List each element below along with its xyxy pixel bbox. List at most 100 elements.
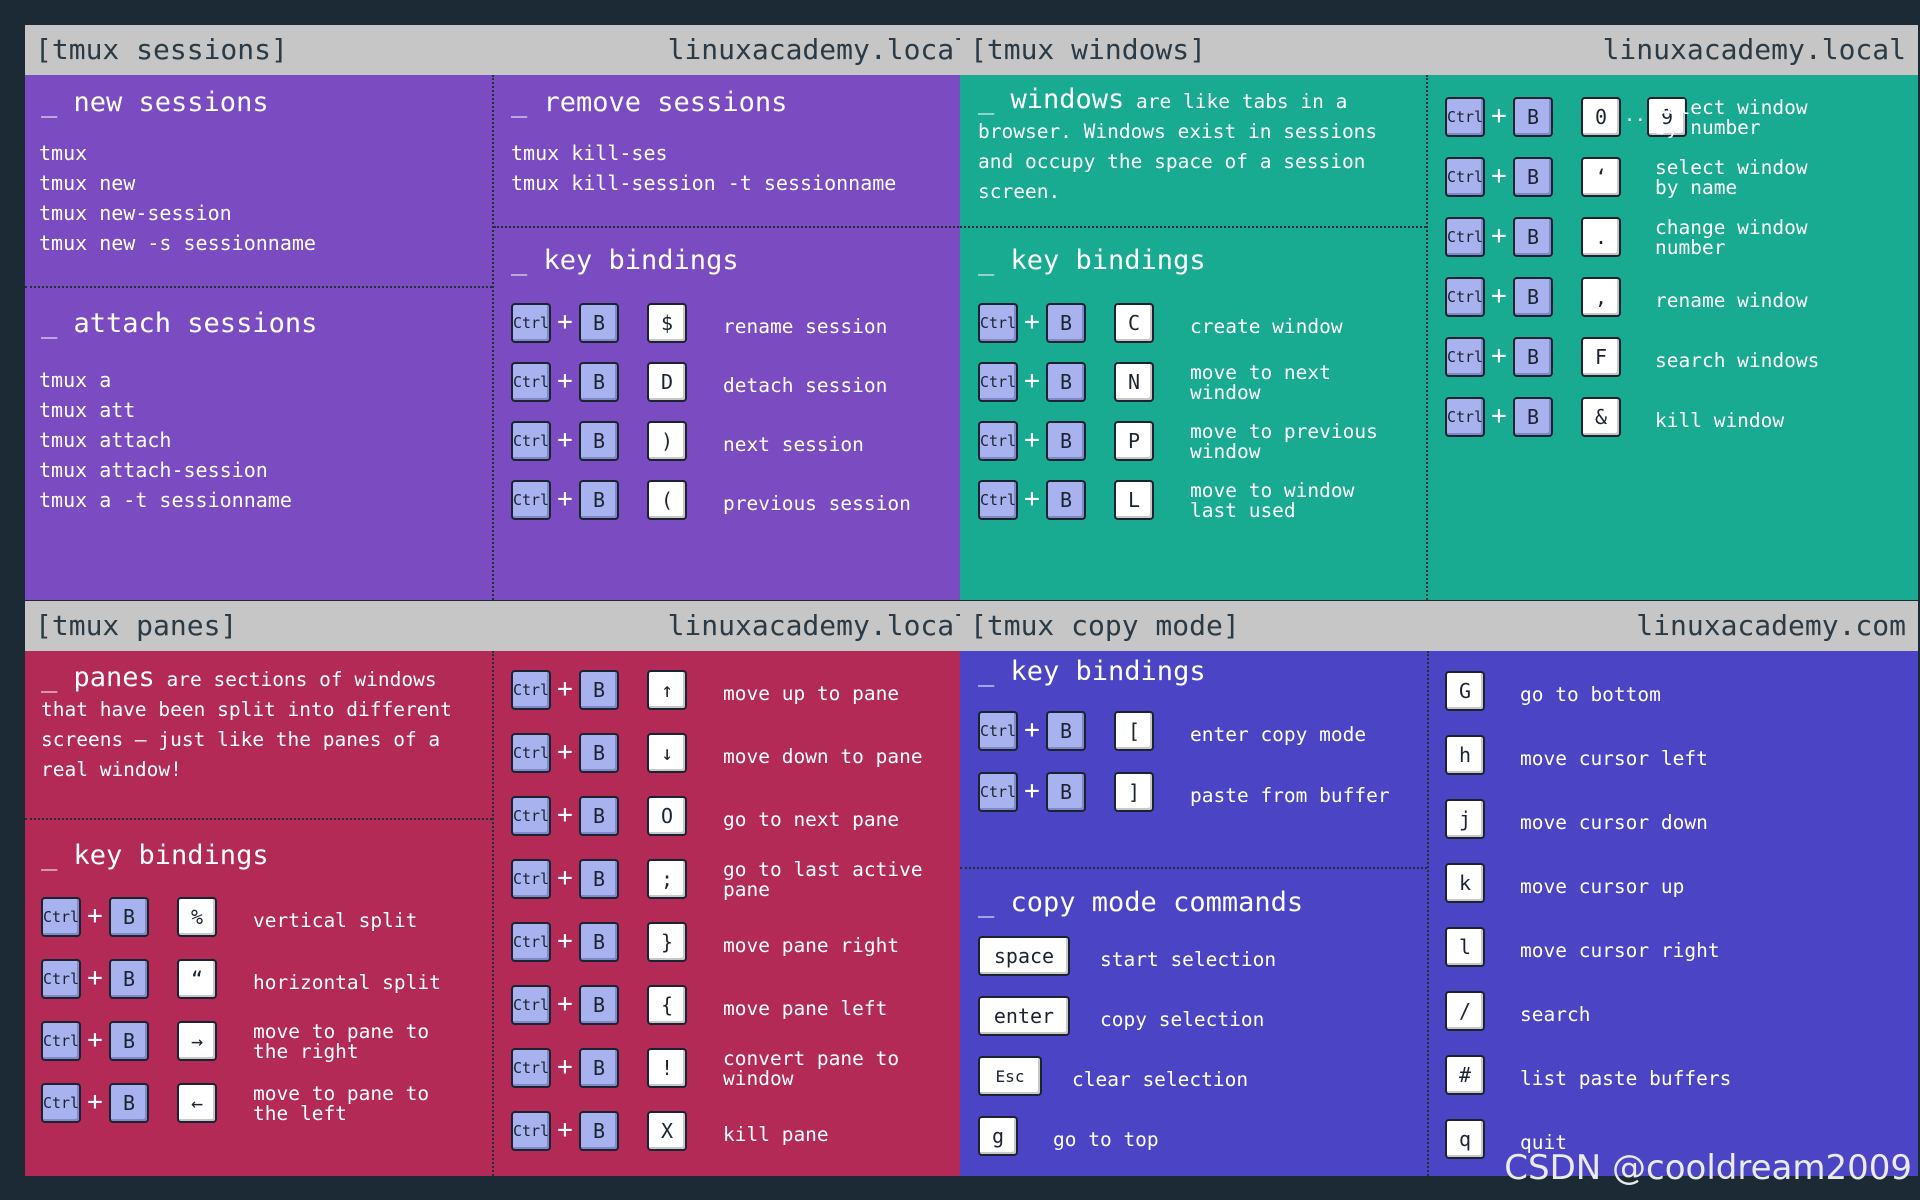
key-binding-row: Ctrl + B $ rename session	[511, 303, 971, 347]
key-binding-row: Ctrl + B (previous session	[511, 480, 971, 524]
plus-sign: +	[557, 800, 573, 830]
action-key: “	[177, 959, 217, 999]
action-key: l	[1445, 927, 1485, 967]
action-key: F	[1581, 337, 1621, 377]
key-binding-row: / search	[1445, 991, 1905, 1035]
sessions-panel: [tmux sessions] linuxacademy.local _ new…	[25, 25, 983, 600]
plus-sign: +	[557, 926, 573, 956]
key-binding-label: move pane left	[723, 997, 888, 1020]
action-key: ←	[177, 1083, 217, 1123]
key-binding-label: vertical split	[253, 909, 418, 932]
plus-sign: +	[1024, 307, 1040, 337]
action-key: G	[1445, 671, 1485, 711]
remove-sessions-heading: _ remove sessions	[511, 87, 788, 118]
column-divider	[1426, 75, 1428, 600]
key-binding-label: kill pane	[723, 1123, 829, 1146]
panel-header: [tmux panes] linuxacademy.local	[25, 601, 983, 651]
panel-header: [tmux sessions] linuxacademy.local	[25, 25, 983, 75]
action-key: enter	[978, 996, 1070, 1036]
key-binding-row: Ctrl + B ← move to pane to the left	[41, 1083, 501, 1127]
column-divider	[492, 651, 494, 1176]
action-key: )	[647, 421, 687, 461]
column-divider	[1427, 651, 1429, 1176]
key-binding-label: move cursor up	[1520, 875, 1685, 898]
plus-sign: +	[1491, 341, 1507, 371]
ctrl-key: Ctrl	[1445, 97, 1485, 137]
plus-sign: +	[87, 1087, 103, 1117]
plus-sign: +	[1491, 221, 1507, 251]
action-key: 0	[1581, 97, 1621, 137]
key-binding-label: list paste buffers	[1520, 1067, 1732, 1090]
new-sessions-commands: tmux tmux new tmux new-session tmux new …	[39, 141, 316, 255]
key-binding-label: next session	[723, 433, 864, 456]
panel-header: [tmux copy mode] linuxacademy.com	[960, 601, 1918, 651]
ctrl-key: Ctrl	[41, 1021, 81, 1061]
b-key: B	[579, 670, 619, 710]
b-key: B	[579, 1048, 619, 1088]
ctrl-key: Ctrl	[511, 733, 551, 773]
key-binding-label: enter copy mode	[1190, 723, 1367, 746]
ctrl-key: Ctrl	[978, 711, 1018, 751]
attach-sessions-commands: tmux a tmux att tmux attach tmux attach-…	[39, 368, 292, 512]
key-binding-label: quit	[1520, 1131, 1567, 1154]
b-key: B	[579, 796, 619, 836]
action-key: !	[647, 1048, 687, 1088]
panel-header: [tmux windows] linuxacademy.local	[960, 25, 1918, 75]
panes-intro-text: are sections of windows that have been s…	[41, 668, 452, 781]
section-divider	[494, 226, 983, 228]
key-binding-row: Ctrl + B! convert pane to window	[511, 1048, 971, 1092]
key-binding-label: search	[1520, 1003, 1591, 1026]
key-binding-label: rename window	[1655, 289, 1808, 312]
key-binding-row: Ctrl + B → move to pane to the right	[41, 1021, 501, 1065]
panel-host: linuxacademy.local	[667, 609, 971, 642]
action-key: q	[1445, 1119, 1485, 1159]
b-key: B	[1046, 711, 1086, 751]
key-binding-row: Ctrl + B] paste from buffer	[978, 772, 1438, 816]
b-key: B	[1046, 772, 1086, 812]
panel-host: linuxacademy.local	[1602, 33, 1906, 66]
key-binding-row: Ctrl + B) next session	[511, 421, 971, 465]
key-binding-label: move pane right	[723, 934, 900, 957]
b-key: B	[109, 959, 149, 999]
action-key: P	[1114, 421, 1154, 461]
key-binding-row: Ctrl + B ‘ select window by name	[1445, 157, 1905, 201]
action-key: }	[647, 922, 687, 962]
ctrl-key: Ctrl	[1445, 217, 1485, 257]
key-binding-label: move down to pane	[723, 745, 923, 768]
plus-sign: +	[1024, 366, 1040, 396]
panes-intro: _ panes are sections of windows that hav…	[41, 663, 481, 785]
ctrl-key: Ctrl	[511, 480, 551, 520]
key-binding-label: paste from buffer	[1190, 784, 1390, 807]
b-key: B	[579, 733, 619, 773]
ctrl-key: Ctrl	[978, 480, 1018, 520]
windows-intro: _ windows are like tabs in a browser. Wi…	[978, 85, 1408, 207]
plus-sign: +	[557, 366, 573, 396]
ctrl-key: Ctrl	[511, 796, 551, 836]
ctrl-key: Ctrl	[978, 421, 1018, 461]
action-key: j	[1445, 799, 1485, 839]
key-binding-row: h move cursor left	[1445, 735, 1905, 779]
panel-body: _ panes are sections of windows that hav…	[25, 651, 983, 1176]
key-binding-label: select window by name	[1655, 156, 1808, 199]
key-binding-label: move cursor down	[1520, 811, 1708, 834]
key-binding-label: select window by number	[1655, 96, 1808, 139]
key-binding-row: Ctrl + B; go to last active pane	[511, 859, 971, 903]
b-key: B	[1513, 277, 1553, 317]
plus-sign: +	[87, 963, 103, 993]
action-key: h	[1445, 735, 1485, 775]
key-binding-label: go to last active pane	[723, 858, 923, 901]
b-key: B	[579, 421, 619, 461]
key-binding-label: go to next pane	[723, 808, 900, 831]
key-binding-row: Ctrl + B “ horizontal split	[41, 959, 501, 1003]
key-binding-label: convert pane to window	[723, 1047, 900, 1090]
action-key: ]	[1114, 772, 1154, 812]
panel-title: [tmux sessions]	[35, 33, 288, 66]
action-key: [	[1114, 711, 1154, 751]
panel-host: linuxacademy.local	[667, 33, 971, 66]
action-key: &	[1581, 397, 1621, 437]
ctrl-key: Ctrl	[41, 959, 81, 999]
